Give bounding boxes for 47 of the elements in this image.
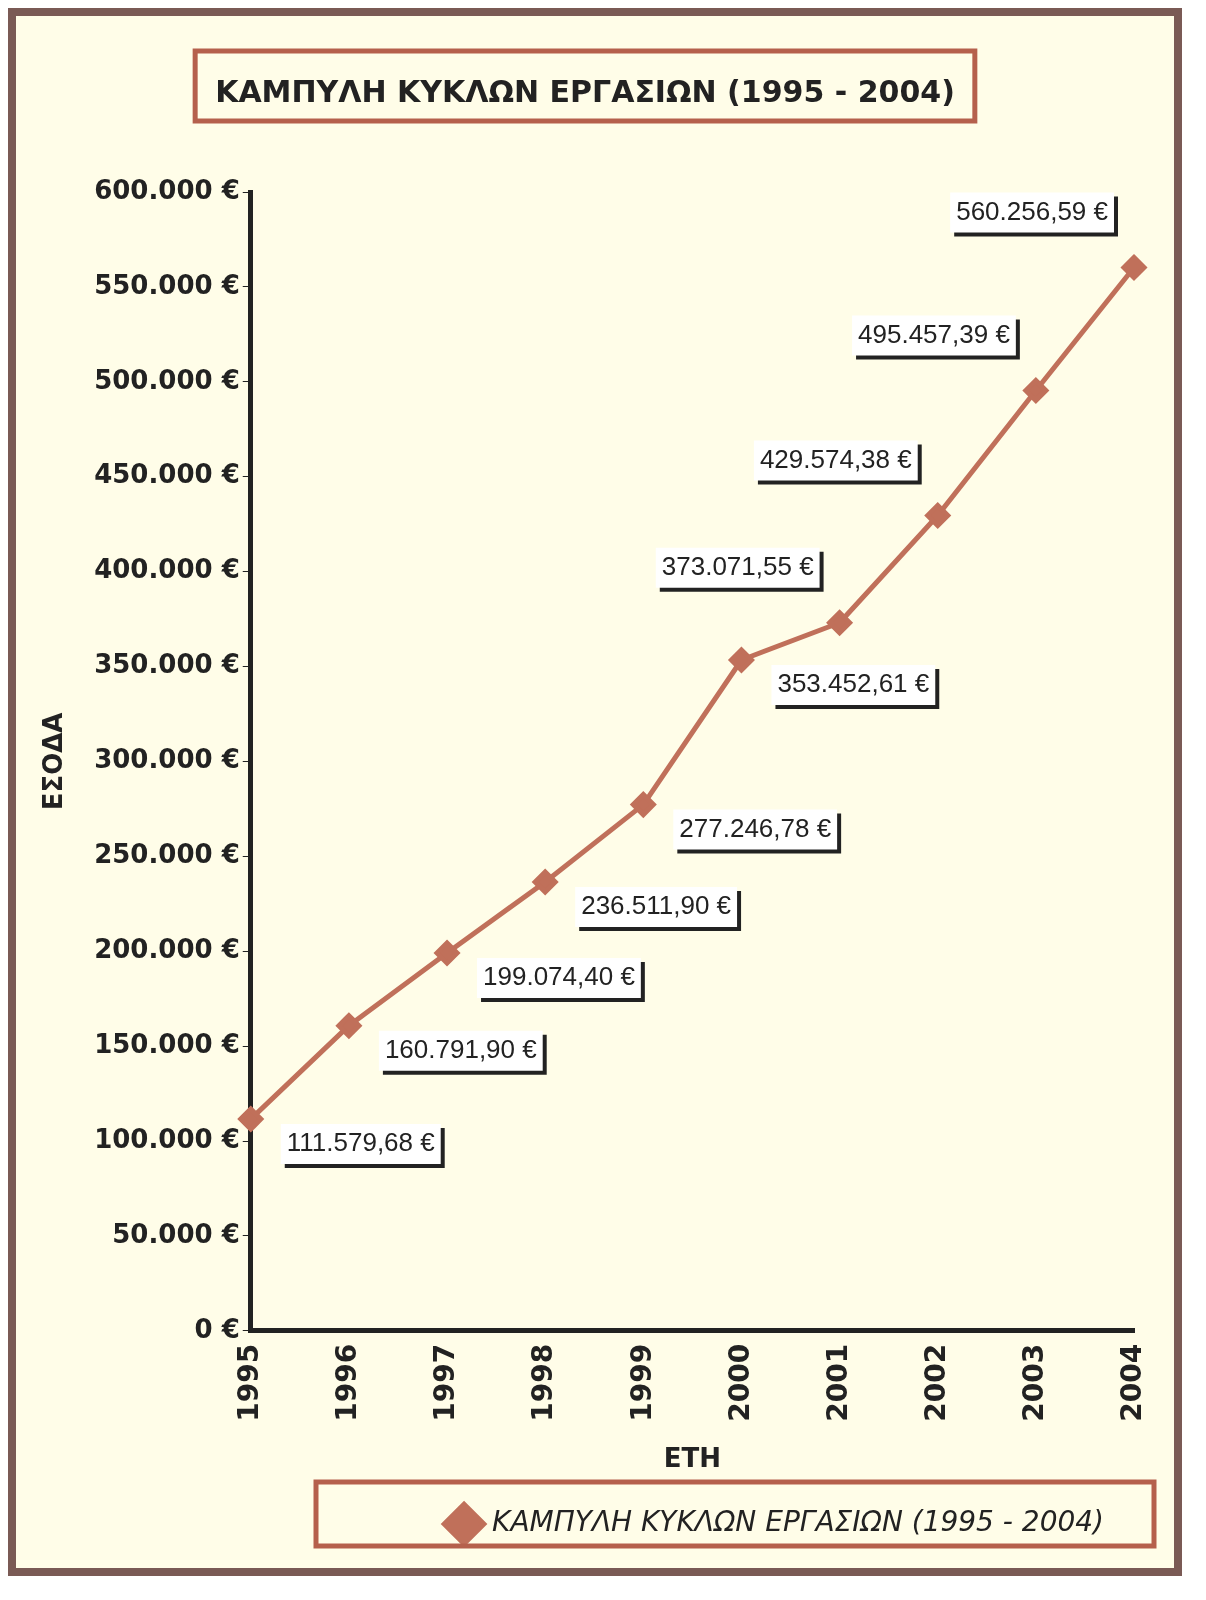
y-tick-label: 600.000 € xyxy=(94,174,240,205)
y-tick-label: 500.000 € xyxy=(94,364,240,395)
data-label: 160.791,90 € xyxy=(384,1033,538,1064)
x-tick-label: 1999 xyxy=(624,1343,658,1422)
x-tick-label: 1997 xyxy=(428,1343,462,1422)
data-label: 111.579,68 € xyxy=(286,1127,436,1158)
point xyxy=(1023,377,1049,403)
point xyxy=(1121,254,1147,280)
point xyxy=(925,502,951,528)
y-tick-label: 50.000 € xyxy=(112,1218,240,1249)
y-tick-label: 400.000 € xyxy=(94,554,240,585)
data-label: 277.246,78 € xyxy=(679,812,832,843)
data-label: 495.457,39 € xyxy=(858,318,1011,349)
data-label: 429.574,38 € xyxy=(759,443,913,474)
x-tick-label: 2001 xyxy=(820,1343,854,1422)
y-tick-label: 100.000 € xyxy=(94,1123,240,1154)
y-axis-title: ΕΣΟΔΑ xyxy=(38,712,69,811)
point xyxy=(827,610,853,636)
x-tick-label: 1995 xyxy=(232,1343,266,1422)
y-tick-label: 150.000 € xyxy=(94,1028,240,1059)
point xyxy=(532,869,558,895)
y-tick-label: 450.000 € xyxy=(94,459,240,490)
y-tick-label: 550.000 € xyxy=(94,269,240,300)
x-tick-label: 1996 xyxy=(330,1343,364,1422)
x-tick-label: 2002 xyxy=(919,1343,953,1422)
x-tick-label: 2004 xyxy=(1115,1343,1149,1422)
legend-label: ΚΑΜΠΥΛΗ ΚΥΚΛΩΝ ΕΡΓΑΣΙΩΝ (1995 - 2004) xyxy=(492,1505,1104,1539)
point xyxy=(336,1013,362,1039)
y-tick-label: 350.000 € xyxy=(94,649,240,680)
y-tick-label: 200.000 € xyxy=(94,934,240,964)
x-tick-label: 1998 xyxy=(526,1343,560,1422)
data-label: 373.071,55 € xyxy=(661,550,815,581)
point xyxy=(434,940,460,966)
y-tick-label: 250.000 € xyxy=(94,839,240,870)
x-tick-label: 2000 xyxy=(722,1343,756,1422)
y-tick-label: 0 € xyxy=(194,1313,240,1344)
data-label: 560.256,59 € xyxy=(956,195,1109,226)
data-label: 199.074,40 € xyxy=(483,961,636,992)
chart-title: ΚΑΜΠΥΛΗ ΚΥΚΛΩΝ ΕΡΓΑΣΙΩΝ (1995 - 2004) xyxy=(215,73,955,109)
x-tick-label: 2003 xyxy=(1017,1343,1051,1422)
point xyxy=(630,792,656,818)
point xyxy=(238,1106,264,1132)
data-label: 236.511,90 € xyxy=(581,890,732,921)
x-axis-title: ΕΤΗ xyxy=(663,1443,722,1474)
point xyxy=(728,647,754,673)
y-tick-label: 300.000 € xyxy=(94,744,240,775)
data-label: 353.452,61 € xyxy=(777,668,930,699)
